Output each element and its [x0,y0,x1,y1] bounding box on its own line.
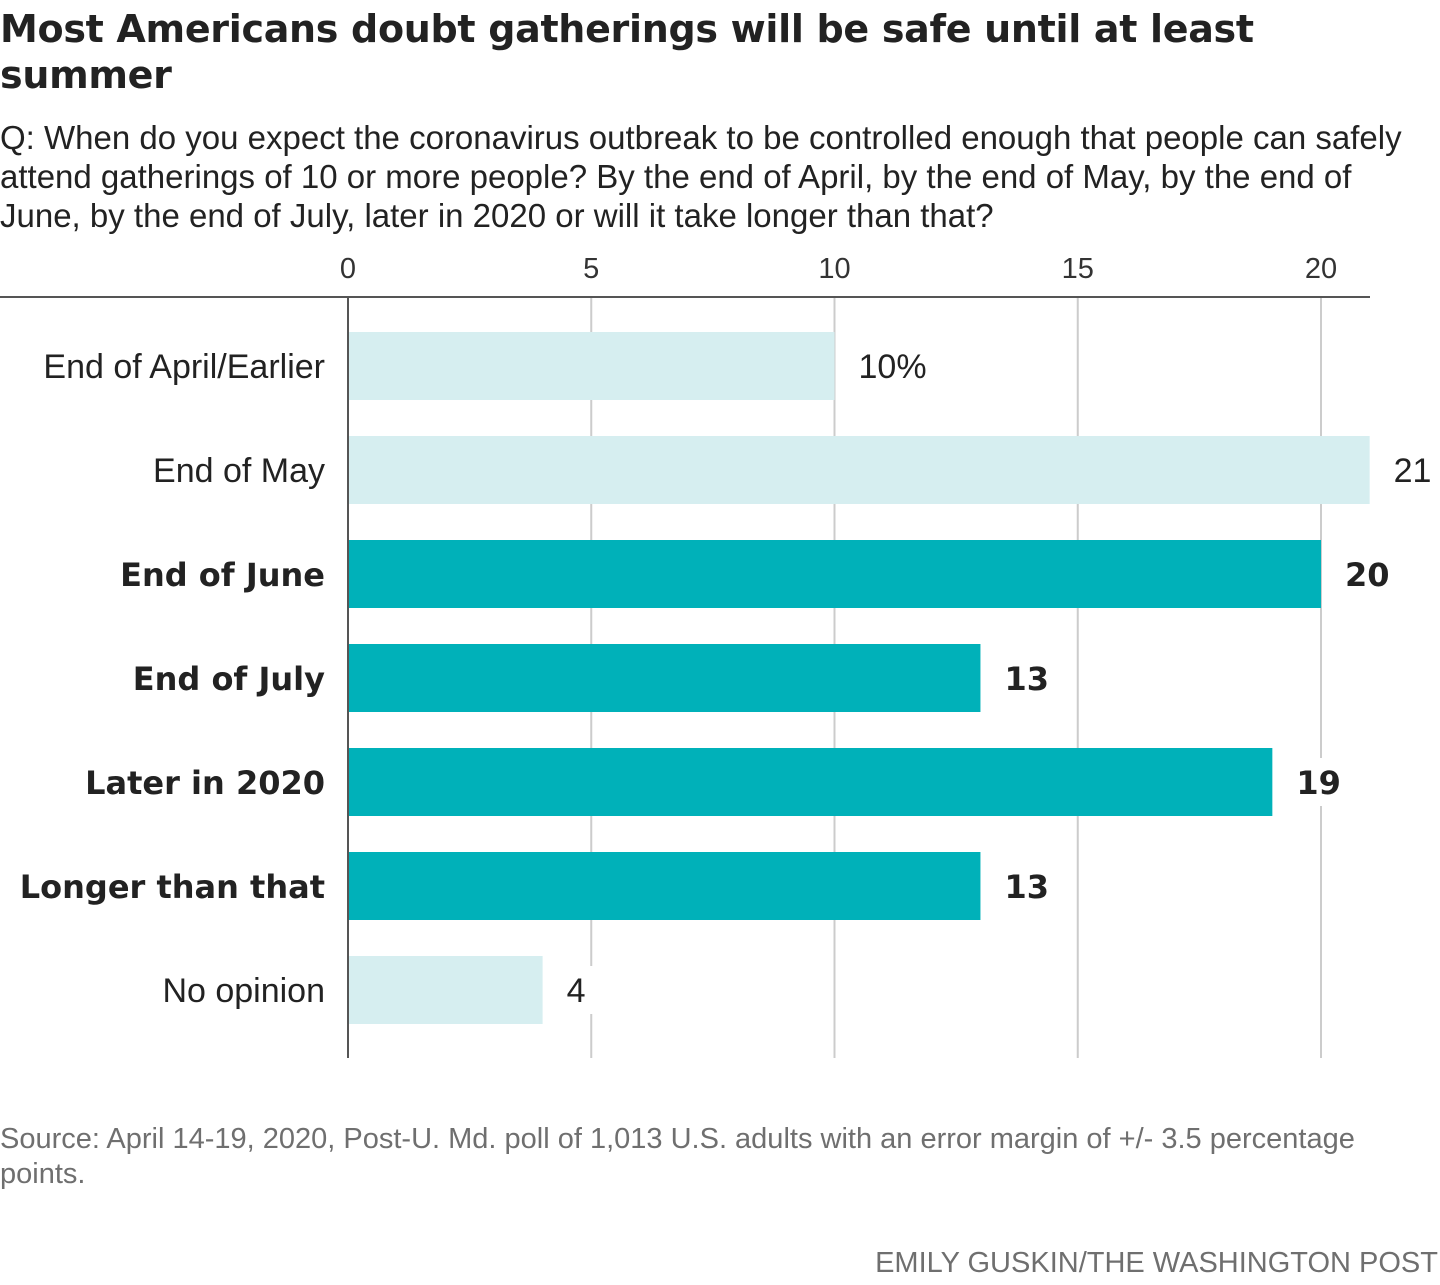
labels: 10% End of April/Earlier 21 End of May 20 End… [20,342,1440,1014]
value-label-2: 20 [1345,556,1390,594]
category-label-0: End of April/Earlier [43,348,325,386]
value-label-4: 19 [1296,764,1341,802]
value-label-1: 21 [1394,452,1432,490]
bar-4 [348,748,1273,816]
value-label-0: 10% [859,348,927,386]
x-axis-ticks: 0 5 10 15 20 [340,253,1337,285]
category-label-3: End of July [133,660,325,698]
x-tick-label-15: 15 [1062,253,1094,285]
x-tick-label-10: 10 [818,253,850,285]
chart-subtitle: Q: When do you expect the coronavirus ou… [0,119,1402,234]
x-tick-label-5: 5 [583,253,599,285]
category-label-2: End of June [120,556,325,594]
x-tick-label-20: 20 [1305,253,1337,285]
value-label-3: 13 [1004,660,1049,698]
value-label-backing-2 [1339,550,1391,598]
value-label-backing-6 [560,966,593,1014]
bars [347,297,1370,1058]
category-label-1: End of May [153,452,325,490]
bar-6 [348,956,543,1024]
value-label-backing-1 [1387,446,1440,494]
bar-3 [348,644,981,712]
bar-1 [348,436,1370,504]
bar-0 [348,332,835,400]
value-label-backing-5 [998,862,1051,910]
bar-chart: 0 5 10 15 20 10% End of April/Earlier 21 End of… [0,253,1440,1058]
bar-5 [348,852,981,920]
value-label-backing-3 [998,654,1051,702]
value-label-backing-0 [852,342,925,390]
bar-2 [348,540,1321,608]
value-label-5: 13 [1004,868,1049,906]
chart-title: Most Americans doubt gatherings will be … [0,7,1254,97]
gridlines [0,296,1370,1058]
x-tick-label-0: 0 [340,253,356,285]
credit-line: EMILY GUSKIN/THE WASHINGTON POST [875,1247,1438,1279]
category-label-5: Longer than that [20,868,325,906]
source-note: Source: April 14-19, 2020, Post-U. Md. p… [0,1123,1355,1190]
value-label-6: 4 [567,972,586,1010]
value-label-backing-4 [1290,758,1343,806]
category-label-4: Later in 2020 [85,764,325,802]
category-label-6: No opinion [162,972,325,1010]
